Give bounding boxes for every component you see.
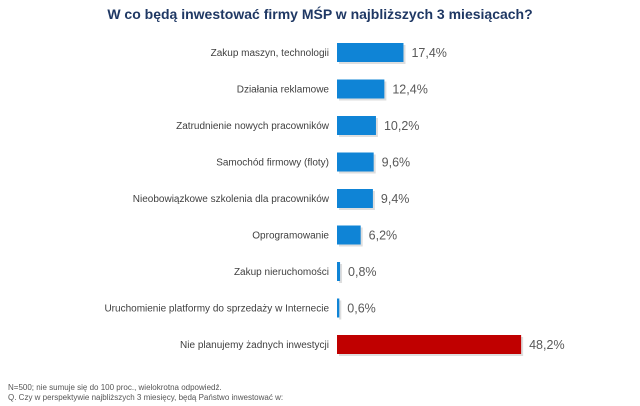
- category-label: Zakup nieruchomości: [234, 267, 329, 278]
- value-label: 10,2%: [384, 119, 419, 133]
- chart-title: W co będą inwestować firmy MŚP w najbliż…: [107, 6, 533, 22]
- footnote-sample: N=500; nie sumuje się do 100 proc., wiel…: [8, 383, 222, 392]
- bar-shadow: [339, 300, 342, 320]
- category-label: Zatrudnienie nowych pracowników: [176, 121, 330, 132]
- value-label: 12,4%: [392, 83, 427, 97]
- value-label: 0,8%: [348, 265, 377, 279]
- bar-shadow: [339, 264, 343, 283]
- value-label: 48,2%: [529, 338, 564, 352]
- bar: [337, 43, 404, 62]
- category-label: Nie planujemy żadnych inwestycji: [180, 340, 329, 351]
- bar: [337, 335, 522, 354]
- bar: [337, 79, 385, 99]
- bar: [337, 189, 373, 208]
- category-label: Działania reklamowe: [237, 85, 330, 96]
- category-label: Uruchomienie platformy do sprzedaży w In…: [104, 304, 329, 315]
- category-label: Zakup maszyn, technologii: [211, 48, 329, 59]
- bar: [337, 116, 376, 135]
- bar: [337, 225, 361, 245]
- bar: [337, 298, 340, 318]
- footnote-question: Q. Czy w perspektywie najbliższych 3 mie…: [8, 393, 284, 402]
- category-label: Nieobowiązkowe szkolenia dla pracowników: [133, 194, 330, 205]
- value-label: 17,4%: [411, 46, 446, 60]
- category-label: Samochód firmowy (floty): [216, 158, 329, 169]
- value-label: 0,6%: [347, 302, 376, 316]
- value-label: 9,4%: [381, 192, 410, 206]
- value-label: 9,6%: [382, 156, 411, 170]
- bar: [337, 152, 374, 172]
- value-label: 6,2%: [369, 229, 398, 243]
- category-label: Oprogramowanie: [252, 231, 329, 242]
- bar: [337, 262, 341, 281]
- bar-chart: Zakup maszyn, technologii 17,4% Działania …: [104, 43, 565, 356]
